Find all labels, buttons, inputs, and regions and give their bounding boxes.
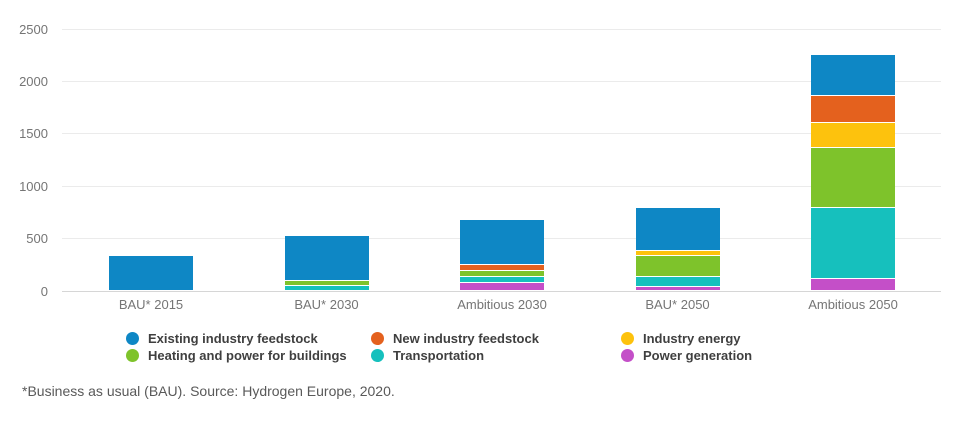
bar-segment-new-industry-feedstock: [460, 263, 544, 271]
bar-segment-industry-energy: [635, 250, 720, 256]
bar-segment-existing-industry-feedstock: [460, 219, 544, 264]
bar-segment-transportation: [460, 275, 544, 283]
x-tick-label: BAU* 2015: [118, 297, 184, 312]
footnote: *Business as usual (BAU). Source: Hydrog…: [22, 383, 395, 399]
y-tick-label: 2500: [19, 21, 48, 37]
legend-label: Existing industry feedstock: [148, 331, 318, 346]
gridline-1500: [62, 133, 941, 135]
legend-item-heating-and-power-for-buildings: Heating and power for buildings: [126, 348, 371, 363]
bar-segment-transportation: [284, 285, 369, 290]
legend-swatch-icon: [126, 332, 139, 345]
x-tick-label: BAU* 2030: [294, 297, 359, 312]
bar-segment-existing-industry-feedstock: [284, 235, 369, 281]
legend-item-existing-industry-feedstock: Existing industry feedstock: [126, 331, 371, 346]
bar-segment-power-generation: [635, 286, 720, 290]
x-tick-label: Ambitious 2050: [808, 297, 898, 312]
legend-swatch-icon: [371, 349, 384, 362]
bar-ambitious-2030: [460, 219, 544, 290]
legend-item-new-industry-feedstock: New industry feedstock: [371, 331, 621, 346]
bar-segment-industry-energy: [811, 121, 895, 147]
y-tick-label: 1500: [19, 126, 48, 142]
legend-label: Power generation: [643, 348, 753, 363]
plot-area: [62, 28, 941, 292]
gridline-2500: [62, 28, 941, 30]
bar-segment-power-generation: [460, 282, 544, 290]
bar-segment-existing-industry-feedstock: [635, 208, 720, 251]
legend-label: Industry energy: [643, 331, 741, 346]
legend-swatch-icon: [126, 349, 139, 362]
y-tick-label: 0: [40, 283, 48, 299]
bar-segment-heating-and-power-for-buildings: [811, 146, 895, 208]
legend-swatch-icon: [371, 332, 384, 345]
legend-swatch-icon: [621, 349, 634, 362]
bar-segment-heating-and-power-for-buildings: [284, 280, 369, 286]
legend-label: Heating and power for buildings: [148, 348, 347, 363]
bar-bau-2050: [635, 208, 720, 290]
gridline-2000: [62, 80, 941, 82]
x-tick-label: Ambitious 2030: [457, 297, 547, 312]
legend-item-power-generation: Power generation: [621, 348, 752, 363]
y-tick-label: 500: [26, 231, 48, 247]
bar-segment-heating-and-power-for-buildings: [635, 255, 720, 277]
gridline-1000: [62, 185, 941, 187]
bar-segment-new-industry-feedstock: [811, 94, 895, 122]
legend-swatch-icon: [621, 332, 634, 345]
bar-segment-existing-industry-feedstock: [811, 55, 895, 95]
legend-item-industry-energy: Industry energy: [621, 331, 752, 346]
bar-segment-heating-and-power-for-buildings: [460, 270, 544, 276]
y-tick-label: 2000: [19, 73, 48, 89]
bar-bau-2030: [284, 235, 369, 290]
bar-segment-existing-industry-feedstock: [109, 255, 193, 290]
bar-segment-transportation: [811, 207, 895, 278]
bar-segment-transportation: [635, 276, 720, 287]
legend: Existing industry feedstock New industry …: [126, 330, 752, 364]
bar-ambitious-2050: [811, 55, 895, 290]
gridline-0: [62, 290, 941, 292]
legend-label: Transportation: [393, 348, 485, 363]
x-tick-label: BAU* 2050: [645, 297, 710, 312]
bar-segment-power-generation: [811, 277, 895, 290]
legend-label: New industry feedstock: [393, 331, 539, 346]
bar-bau-2015: [109, 255, 193, 290]
y-tick-label: 1000: [19, 178, 48, 194]
legend-item-transportation: Transportation: [371, 348, 621, 363]
